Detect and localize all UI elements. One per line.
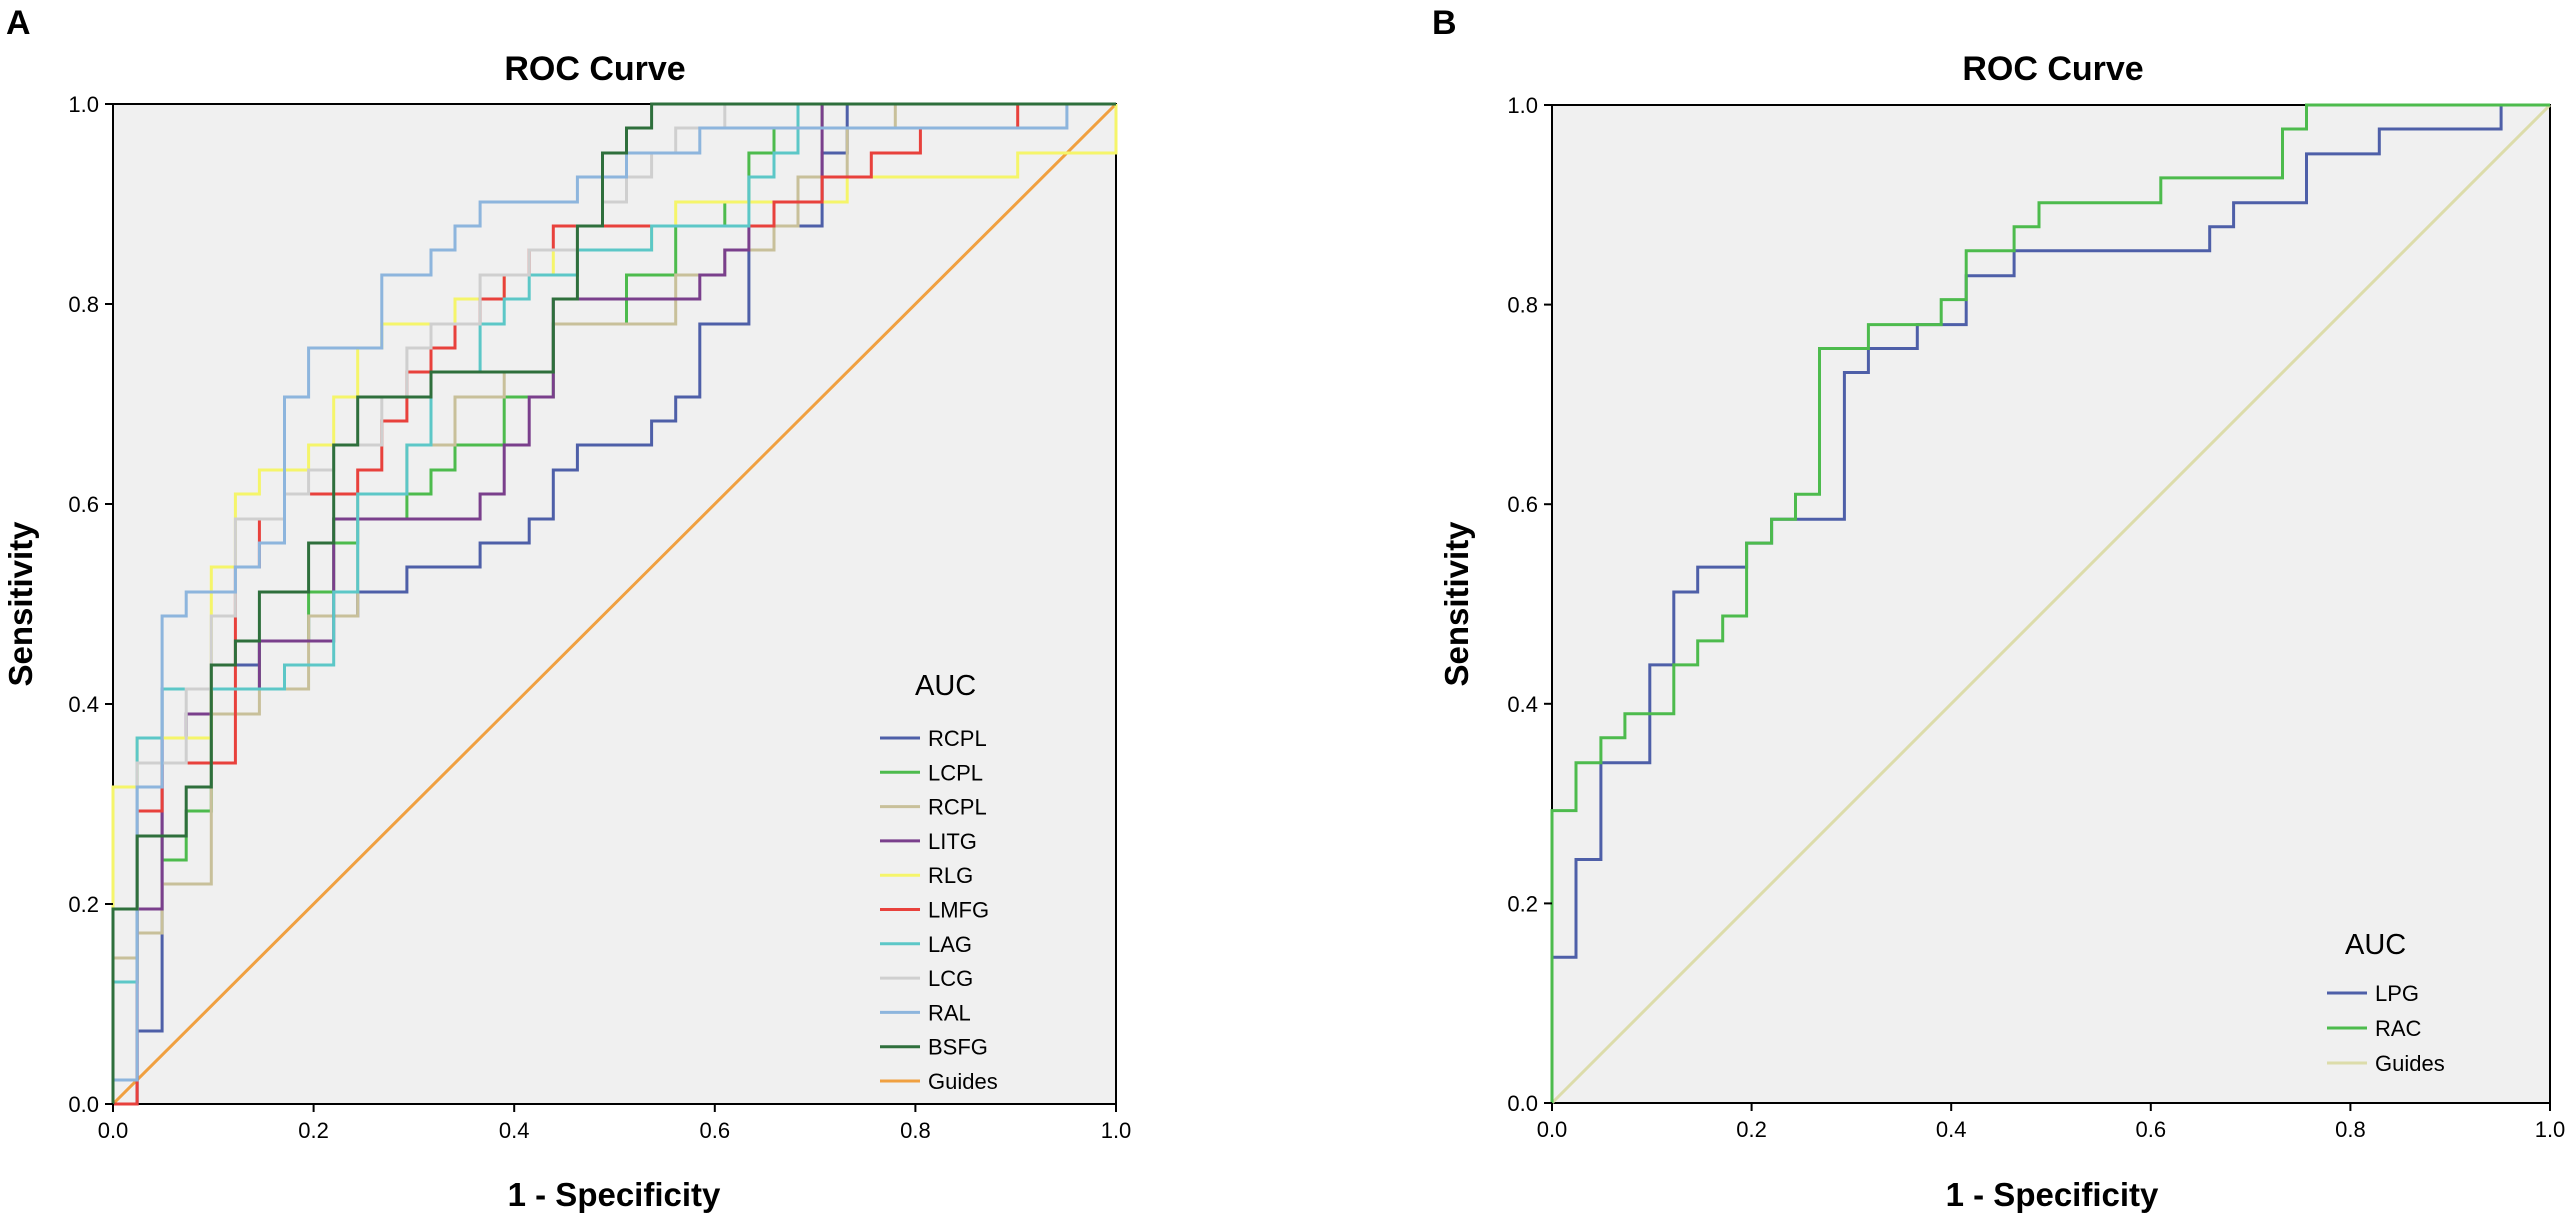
y-tick-label-b-1: 0.2 [1507,891,1538,916]
y-tick-label-a-4: 0.8 [68,292,99,317]
chart-title-a: ROC Curve [504,50,685,88]
y-tick-label-b-0: 0.0 [1507,1091,1538,1116]
roc-line-a-rcpl-2 [111,102,1116,1104]
y-tick-label-a-1: 0.2 [68,892,99,917]
series-layer-a [111,102,1118,1106]
x-tick-label-a-2: 0.4 [499,1118,530,1143]
y-tick-label-b-5: 1.0 [1507,93,1538,118]
y-tick-label-a-3: 0.6 [68,492,99,517]
panel-b: B ROC Curve 0.0 0.2 0.4 0.6 0.8 1.00.00.20.40… [1432,4,2565,1213]
x-tick-label-b-3: 0.6 [2136,1117,2167,1142]
legend-label-a-6: LAG [928,932,972,957]
legend-label-a-4: RLG [928,863,973,888]
legend-label-a-1: LCPL [928,760,983,785]
roc-line-a-bsfg-9 [111,102,1116,1104]
roc-line-b-rac-1 [1550,103,2550,1103]
y-axis-title-a: Sensitivity [2,521,39,687]
roc-line-a-ral-8 [111,102,1116,1104]
legend-label-b-1: RAC [2375,1016,2422,1041]
legend-label-a-0: RCPL [928,726,987,751]
legend-title-b: AUC [2345,929,2406,961]
x-tick-label-a-3: 0.6 [700,1118,731,1143]
tick-layer-b: 0.0 0.2 0.4 0.6 0.8 1.0 0.0 0.2 0.4 0.6 0.8 1.0 [1507,93,2565,1142]
x-axis-title-a: 1 - Specificity [508,1176,721,1213]
legend-title-a: AUC [915,670,976,702]
series-layer-b [1550,103,2552,1105]
x-tick-label-a-4: 0.8 [900,1118,931,1143]
panel-letter-a: A [6,4,31,42]
guide-line-a [111,102,1118,1106]
y-tick-label-a-5: 1.0 [68,92,99,117]
legend-label-b-2: Guides [2375,1051,2445,1076]
guide-line-b [1550,103,2552,1105]
chart-title-b: ROC Curve [1962,50,2143,88]
x-tick-label-b-2: 0.4 [1936,1117,1967,1142]
legend-label-a-7: LCG [928,966,973,991]
x-tick-label-a-1: 0.2 [298,1118,329,1143]
y-tick-label-b-2: 0.4 [1507,692,1538,717]
x-tick-label-b-1: 0.2 [1736,1117,1767,1142]
panel-letter-b: B [1432,4,1457,42]
x-tick-label-b-0: 0.0 [1537,1117,1568,1142]
panel-a: A ROC Curve 0.0 0.2 0.4 0.6 0.8 1.00.00.20.40… [2,4,1131,1213]
legend-label-a-10: Guides [928,1069,998,1094]
x-tick-label-a-5: 1.0 [1101,1118,1132,1143]
legend-label-a-3: LITG [928,829,977,854]
legend-label-b-0: LPG [2375,981,2419,1006]
y-axis-title-b: Sensitivity [1438,521,1475,687]
y-tick-label-b-4: 0.8 [1507,293,1538,318]
x-tick-label-a-0: 0.0 [98,1118,129,1143]
legend-b: AUC LPG RAC Guides [2327,929,2445,1076]
roc-line-b-lpg-0 [1550,103,2550,1103]
legend-label-a-2: RCPL [928,795,987,820]
legend-a: AUC RCPL LCPL RCPL LITG RLG LMFG LAG LCG RAL BSFG… [880,670,998,1094]
legend-label-a-5: LMFG [928,898,989,923]
y-tick-label-b-3: 0.6 [1507,492,1538,517]
x-tick-label-b-5: 1.0 [2535,1117,2566,1142]
x-tick-label-b-4: 0.8 [2335,1117,2366,1142]
x-axis-title-b: 1 - Specificity [1946,1176,2159,1213]
legend-label-a-9: BSFG [928,1035,988,1060]
tick-layer-a: 0.0 0.2 0.4 0.6 0.8 1.0 0.0 0.2 0.4 0.6 0.8 1.0 [68,92,1131,1143]
y-tick-label-a-0: 0.0 [68,1092,99,1117]
y-tick-label-a-2: 0.4 [68,692,99,717]
legend-label-a-8: RAL [928,1000,971,1025]
